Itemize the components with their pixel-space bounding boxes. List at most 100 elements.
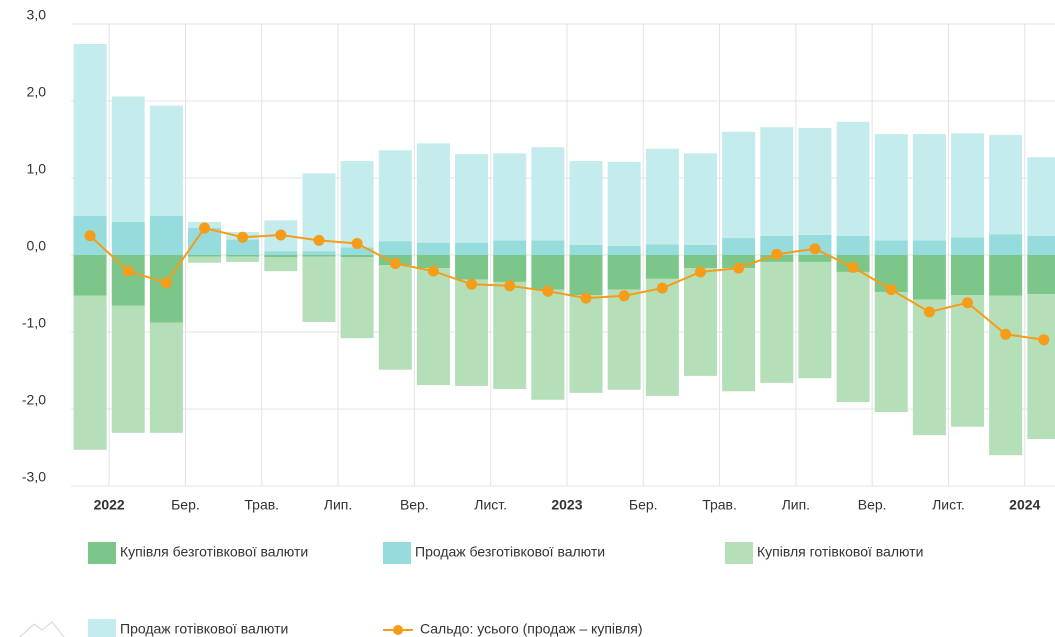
bar-segment	[416, 242, 450, 255]
x-tick-label: Трав.	[244, 497, 279, 513]
x-tick-label: Вер.	[858, 497, 887, 513]
legend-label: Продаж безготівкової валюти	[415, 544, 605, 560]
bar-segment	[111, 96, 145, 222]
legend-dot	[393, 625, 403, 635]
bar-segment	[378, 150, 412, 242]
bar-segment	[760, 127, 794, 236]
x-tick-label: Бер.	[629, 497, 658, 513]
bar-segment	[531, 289, 565, 400]
bar-segment	[798, 127, 832, 235]
bar-segment	[874, 134, 908, 241]
bar-segment	[111, 255, 145, 306]
legend-swatch	[383, 542, 411, 564]
bar-segment	[722, 238, 756, 255]
bar-segment	[149, 105, 183, 216]
x-tick-label: 2024	[1009, 497, 1040, 513]
bar-segment	[645, 148, 679, 245]
bar-segment	[569, 295, 603, 393]
balance-point	[1000, 328, 1012, 340]
bar-segment	[607, 245, 641, 255]
bar-segment	[416, 255, 450, 269]
bar-segment	[951, 295, 985, 427]
bar-segment	[569, 161, 603, 245]
bar-segment	[455, 242, 489, 255]
bar-segment	[645, 255, 679, 279]
y-tick-label: 3,0	[27, 7, 47, 23]
y-tick-label: -3,0	[22, 469, 46, 485]
bar-segment	[226, 256, 260, 262]
bar-segment	[607, 289, 641, 390]
bar-segment	[264, 251, 298, 255]
balance-point	[809, 243, 821, 255]
bar-segment	[188, 255, 222, 257]
legend-swatch	[88, 619, 116, 637]
bar-segment	[683, 255, 717, 269]
balance-point	[504, 280, 516, 292]
bar-segment	[645, 244, 679, 255]
bar-segment	[836, 271, 870, 403]
x-tick-label: Трав.	[702, 497, 737, 513]
balance-point	[84, 230, 96, 242]
bar-segment	[874, 240, 908, 255]
bar-segment	[989, 255, 1023, 296]
legend-label: Сальдо: усього (продаж – купівля)	[420, 621, 643, 637]
bar-segment	[912, 299, 946, 436]
x-tick-label: 2023	[551, 497, 582, 513]
bar-segment	[760, 235, 794, 255]
bar-segment	[683, 153, 717, 245]
balance-point	[580, 292, 592, 304]
bar-segment	[722, 131, 756, 239]
bar-segment	[340, 247, 374, 255]
balance-point	[427, 265, 439, 277]
bar-segment	[836, 235, 870, 255]
bar-segment	[1027, 294, 1055, 440]
bar-segment	[455, 154, 489, 243]
bar-segment	[149, 322, 183, 433]
bar-segment	[226, 239, 260, 255]
legend-label: Продаж готівкової валюти	[120, 621, 288, 637]
bar-segment	[378, 241, 412, 255]
balance-point	[466, 278, 478, 290]
balance-point	[389, 257, 401, 269]
legend-swatch	[88, 542, 116, 564]
legend-item: Продаж готівкової валюти	[88, 619, 288, 637]
x-tick-label: Вер.	[400, 497, 429, 513]
x-tick-label: 2022	[94, 497, 125, 513]
bar-segment	[531, 240, 565, 255]
legend-item: Сальдо: усього (продаж – купівля)	[383, 621, 643, 637]
legend-item: Купівля готівкової валюти	[725, 542, 923, 564]
bar-segment	[416, 268, 450, 386]
bar-segment	[760, 261, 794, 383]
balance-point	[160, 277, 172, 289]
bar-segment	[149, 215, 183, 255]
balance-point	[542, 285, 554, 297]
bar-segment	[340, 257, 374, 339]
balance-line	[89, 226, 1044, 341]
bar-segment	[302, 256, 336, 322]
bar-segment	[111, 305, 145, 433]
balance-point	[694, 266, 706, 278]
x-tick-label: Лип.	[324, 497, 352, 513]
x-tick-label: Бер.	[171, 497, 200, 513]
bar-segment	[798, 255, 832, 262]
balance-point	[1038, 334, 1050, 346]
bar-segment	[302, 251, 336, 255]
bar-segment	[493, 240, 527, 255]
bar-segment	[951, 255, 985, 296]
bar-segment	[1027, 235, 1055, 255]
y-tick-label: -1,0	[22, 315, 46, 331]
balance-point	[885, 284, 897, 296]
bar-segment	[607, 161, 641, 246]
bar-segment	[951, 237, 985, 255]
bar-segment	[73, 255, 107, 296]
balance-point	[122, 265, 134, 277]
bar-segment	[645, 278, 679, 396]
bar-segment	[683, 244, 717, 255]
bar-segment	[836, 121, 870, 236]
balance-point	[733, 262, 745, 274]
bar-segment	[340, 255, 374, 258]
legend-label: Купівля безготівкової валюти	[120, 544, 308, 560]
balance-point	[351, 237, 363, 249]
bar-segment	[302, 255, 336, 257]
legend-item: Купівля безготівкової валюти	[88, 542, 308, 564]
